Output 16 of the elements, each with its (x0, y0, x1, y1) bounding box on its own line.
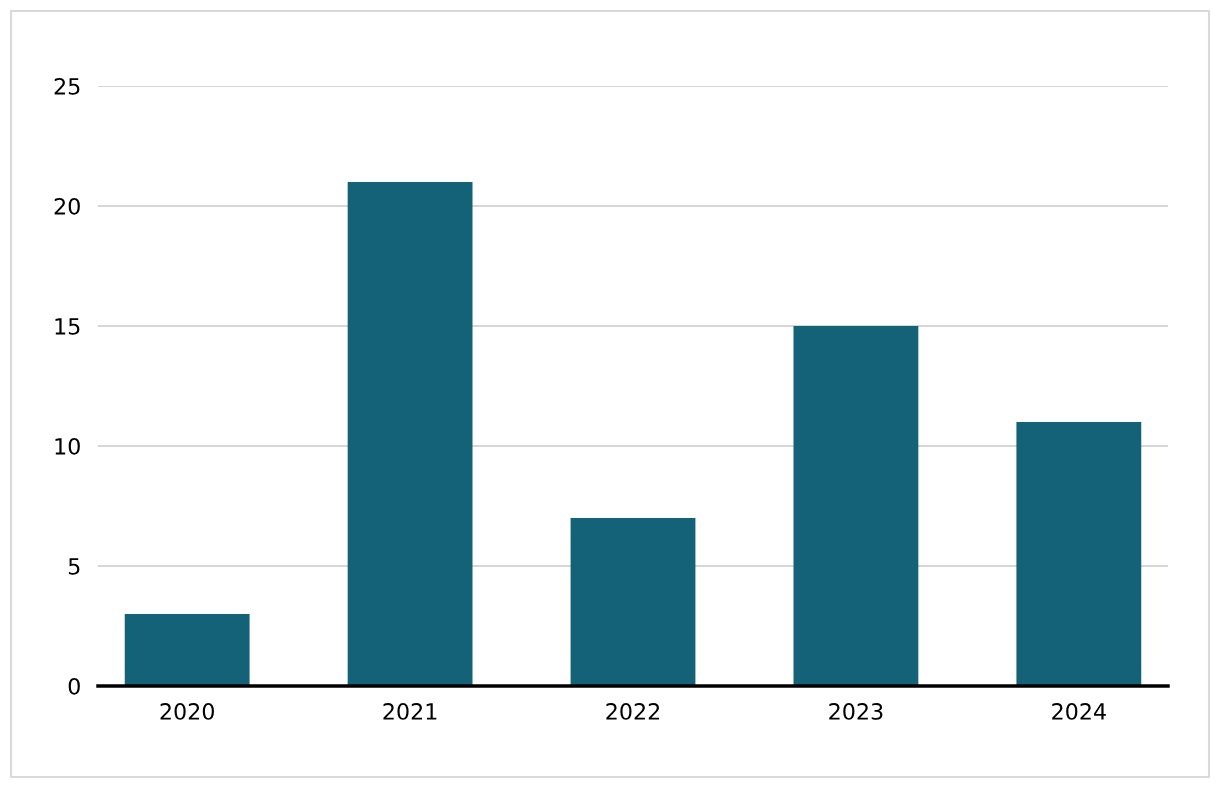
x-tick-label: 2024 (1052, 703, 1106, 720)
y-tick-label: 25 (54, 77, 80, 95)
bar (570, 518, 696, 686)
y-tick-label: 20 (54, 197, 80, 215)
x-tick-label: 2020 (160, 703, 214, 720)
y-tick-label: 0 (68, 677, 80, 695)
y-tick-label: 5 (68, 558, 80, 575)
bar (124, 614, 250, 686)
bar (347, 182, 473, 686)
bar (1016, 422, 1142, 686)
x-tick-label: 2021 (383, 703, 437, 720)
x-tick-label: 2022 (606, 703, 660, 720)
x-tick-label: 2023 (829, 703, 883, 720)
y-tick-label: 15 (55, 318, 80, 335)
bar (793, 326, 919, 686)
y-tick-label: 10 (55, 437, 80, 455)
